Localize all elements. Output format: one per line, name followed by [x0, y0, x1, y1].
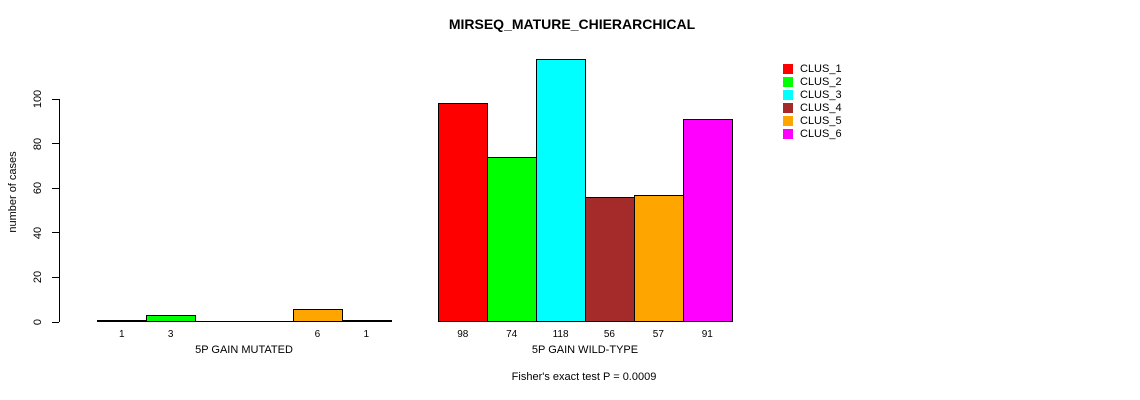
- y-axis-label: number of cases: [7, 151, 19, 233]
- bar-value-label: 1: [118, 329, 125, 340]
- bar-value-label: 98: [457, 329, 469, 340]
- group-label-mutated: 5P GAIN MUTATED: [195, 344, 293, 356]
- y-tick-label: 0: [32, 318, 44, 326]
- y-axis-tick: [52, 143, 59, 145]
- bar-clus_3-group2: [536, 58, 586, 322]
- clus_2-swatch: [783, 76, 793, 87]
- legend-item: CLUS_4: [783, 101, 842, 114]
- legend-item: CLUS_1: [783, 62, 842, 75]
- legend-item: CLUS_5: [783, 114, 842, 127]
- bar-clus_5-group2: [633, 194, 684, 322]
- bar-value-label: 91: [701, 329, 713, 340]
- y-axis-tick: [52, 98, 59, 100]
- legend-label: CLUS_6: [800, 127, 842, 140]
- bar-clus_5-group1: [292, 308, 343, 322]
- bar-clus_2-group1: [146, 315, 197, 322]
- legend: CLUS_1 CLUS_2 CLUS_3 CLUS_4 CLUS_5 CLUS_6: [783, 62, 842, 140]
- bar-clus_1-group2: [438, 103, 489, 322]
- y-axis-tick: [52, 276, 59, 278]
- y-axis-tick: [52, 232, 59, 234]
- legend-item: CLUS_2: [783, 75, 842, 88]
- bar-value-label: 3: [167, 329, 174, 340]
- y-axis-tick: [52, 187, 59, 189]
- legend-item: CLUS_6: [783, 127, 842, 140]
- bar-value-label: 74: [506, 329, 518, 340]
- bar-value-label: 1: [363, 329, 370, 340]
- clus_6-swatch: [783, 128, 793, 139]
- chart-title: MIRSEQ_MATURE_CHIERARCHICAL: [448, 16, 696, 32]
- group-baseline: [97, 321, 392, 322]
- clus_5-swatch: [783, 115, 793, 126]
- bar-value-label: 56: [603, 329, 615, 340]
- y-tick-label: 80: [32, 137, 44, 150]
- bar-clus_4-group2: [585, 197, 635, 322]
- bar-clus_2-group2: [487, 156, 538, 322]
- bar-value-label: 6: [314, 329, 321, 340]
- legend-label: CLUS_3: [800, 88, 842, 101]
- y-axis-line: [59, 99, 60, 322]
- bar-value-label: 118: [552, 329, 569, 340]
- clus_1-swatch: [783, 63, 793, 74]
- legend-label: CLUS_2: [800, 75, 842, 88]
- y-tick-label: 100: [32, 89, 44, 109]
- y-tick-label: 20: [32, 271, 44, 284]
- bar-clus_1-group1: [97, 319, 148, 322]
- fisher-test-annotation: Fisher's exact test P = 0.0009: [511, 371, 657, 383]
- clus_4-swatch: [783, 102, 793, 113]
- y-axis-tick: [52, 321, 59, 323]
- y-tick-label: 40: [32, 226, 44, 239]
- legend-label: CLUS_1: [800, 62, 842, 75]
- group-label-wild-type: 5P GAIN WILD-TYPE: [531, 344, 639, 356]
- clus_3-swatch: [783, 89, 793, 100]
- bar-clus_6-group2: [682, 119, 733, 322]
- legend-label: CLUS_4: [800, 101, 842, 114]
- legend-item: CLUS_3: [783, 88, 842, 101]
- legend-label: CLUS_5: [800, 114, 842, 127]
- y-tick-label: 60: [32, 182, 44, 195]
- bar-value-label: 57: [652, 329, 664, 340]
- bar-clus_6-group1: [341, 319, 392, 322]
